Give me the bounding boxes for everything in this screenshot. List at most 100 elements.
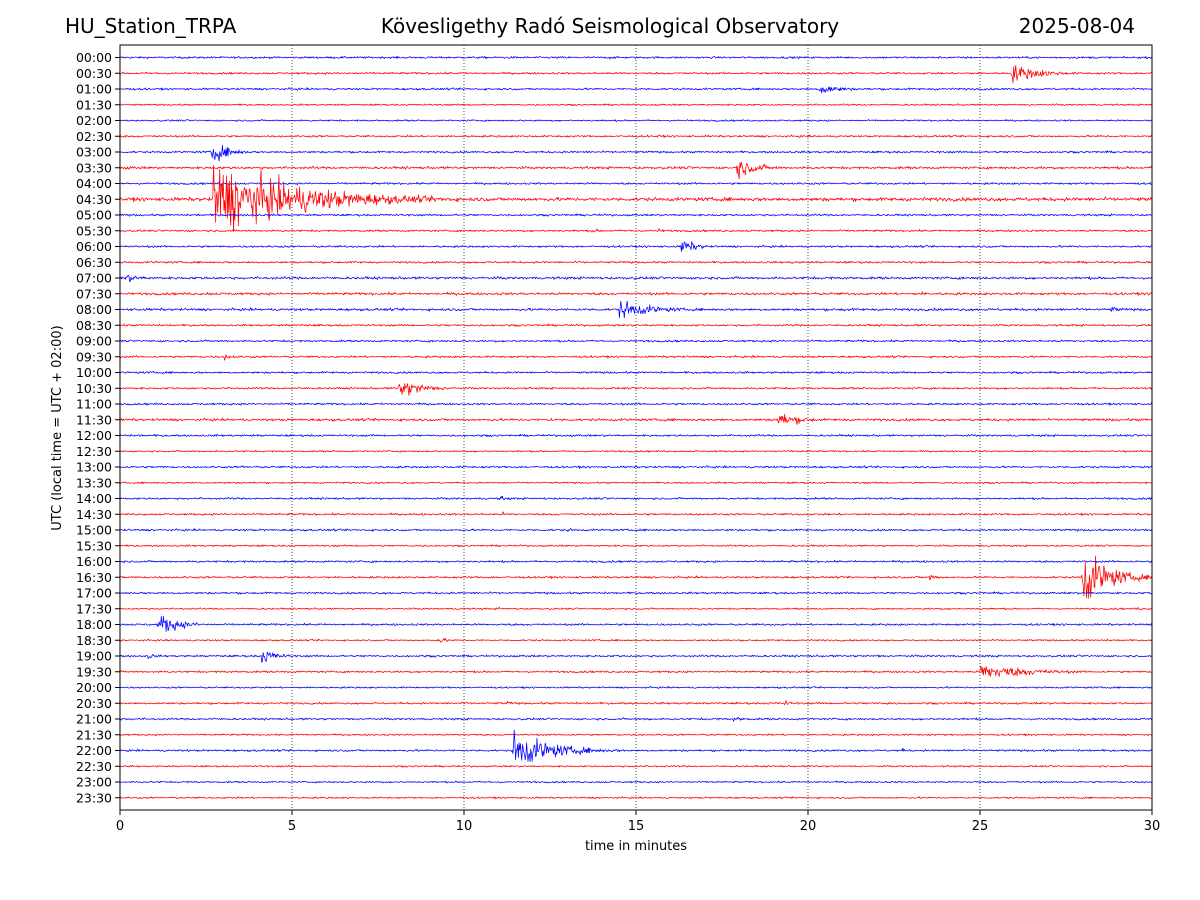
x-axis: 0 5 10 15 20 25 30 (116, 810, 1160, 834)
trace-1330 (119, 481, 1153, 485)
trace-0830 (119, 323, 1153, 327)
y-tick-label: 11:00 (76, 397, 112, 412)
trace-0100 (119, 86, 1153, 94)
trace-1700 (119, 591, 1153, 595)
y-tick-label: 17:00 (76, 586, 112, 601)
y-tick-label: 12:00 (76, 428, 112, 443)
chart-date: 2025-08-04 (1018, 14, 1135, 38)
trace-2130 (119, 733, 1153, 737)
trace-1400 (119, 495, 1153, 501)
trace-0600 (119, 241, 1153, 252)
y-tick-label: 22:00 (76, 743, 112, 758)
trace-0800 (119, 300, 1153, 319)
y-tick-label: 00:00 (76, 50, 112, 65)
y-tick-label: 12:30 (76, 444, 112, 459)
trace-2030 (119, 700, 1153, 705)
y-tick-label: 02:30 (76, 129, 112, 144)
y-tick-label: 00:30 (76, 66, 112, 81)
y-tick-label: 20:30 (76, 696, 112, 711)
y-tick-label: 03:30 (76, 160, 112, 175)
trace-1830 (119, 638, 1153, 643)
trace-2330 (119, 796, 1153, 800)
x-tick-label: 10 (456, 819, 473, 834)
trace-1800 (119, 615, 1153, 633)
y-tick-label: 21:30 (76, 727, 112, 742)
trace-0430 (119, 165, 1153, 233)
trace-0900 (119, 339, 1153, 343)
trace-1000 (119, 370, 1152, 375)
y-tick-label: 14:30 (76, 507, 112, 522)
trace-0330 (119, 161, 1153, 180)
trace-2000 (119, 685, 1153, 690)
y-tick-label: 17:30 (76, 601, 112, 616)
y-tick-label: 05:00 (76, 208, 112, 223)
y-tick-label: 15:30 (76, 538, 112, 553)
trace-1200 (119, 433, 1153, 438)
y-axis: 00:0000:3001:0001:3002:0002:3003:0003:30… (76, 50, 120, 805)
trace-1730 (119, 606, 1153, 611)
trace-2200 (119, 729, 1153, 763)
y-tick-label: 19:30 (76, 664, 112, 679)
x-axis-label: time in minutes (585, 839, 687, 854)
trace-2230 (119, 764, 1153, 768)
y-tick-label: 21:00 (76, 712, 112, 727)
trace-0630 (119, 260, 1153, 264)
y-tick-label: 07:30 (76, 286, 112, 301)
trace-1130 (119, 413, 1153, 425)
y-tick-label: 16:30 (76, 570, 112, 585)
x-tick-label: 30 (1144, 819, 1161, 834)
trace-0930 (119, 354, 1153, 361)
trace-1430 (119, 511, 1153, 517)
y-tick-label: 14:00 (76, 491, 112, 506)
trace-1930 (119, 665, 1153, 677)
y-tick-label: 10:30 (76, 381, 112, 396)
x-tick-label: 5 (288, 819, 296, 834)
trace-2100 (119, 716, 1153, 722)
chart-title: Kövesligethy Radó Seismological Observat… (380, 14, 840, 38)
y-tick-label: 22:30 (76, 759, 112, 774)
y-tick-label: 23:30 (76, 790, 112, 805)
trace-0400 (119, 181, 1153, 186)
y-tick-label: 23:00 (76, 775, 112, 790)
y-tick-label: 08:00 (76, 302, 112, 317)
trace-1630 (119, 555, 1153, 599)
vertical-grid (291, 45, 981, 810)
y-tick-label: 11:30 (76, 412, 112, 427)
y-tick-label: 02:00 (76, 113, 112, 128)
trace-1300 (119, 465, 1153, 469)
y-tick-label: 10:00 (76, 365, 112, 380)
trace-1900 (119, 651, 1153, 663)
trace-0730 (119, 291, 1153, 296)
y-tick-label: 04:30 (76, 192, 112, 207)
trace-1500 (119, 527, 1153, 533)
trace-1100 (119, 402, 1153, 406)
y-tick-label: 09:30 (76, 349, 112, 364)
trace-0300 (119, 144, 1153, 162)
y-axis-label: UTC (local time = UTC + 02:00) (50, 325, 65, 530)
trace-1230 (119, 449, 1153, 453)
y-tick-label: 18:00 (76, 617, 112, 632)
x-tick-label: 0 (116, 819, 124, 834)
trace-0530 (119, 228, 1153, 233)
trace-0000 (119, 55, 1153, 60)
y-tick-label: 16:00 (76, 554, 112, 569)
trace-1530 (119, 544, 1153, 548)
y-tick-label: 06:00 (76, 239, 112, 254)
y-tick-label: 04:00 (76, 176, 112, 191)
y-tick-label: 09:00 (76, 334, 112, 349)
y-tick-label: 05:30 (76, 223, 112, 238)
trace-1600 (119, 559, 1153, 564)
x-tick-label: 15 (628, 819, 645, 834)
station-name: HU_Station_TRPA (65, 14, 237, 38)
x-tick-label: 25 (972, 819, 989, 834)
y-tick-label: 19:00 (76, 649, 112, 664)
trace-0230 (119, 134, 1153, 139)
trace-0200 (119, 119, 1153, 122)
y-tick-label: 20:00 (76, 680, 112, 695)
trace-0500 (119, 213, 1153, 217)
y-tick-label: 01:00 (76, 82, 112, 97)
y-tick-label: 13:30 (76, 475, 112, 490)
y-tick-label: 08:30 (76, 318, 112, 333)
